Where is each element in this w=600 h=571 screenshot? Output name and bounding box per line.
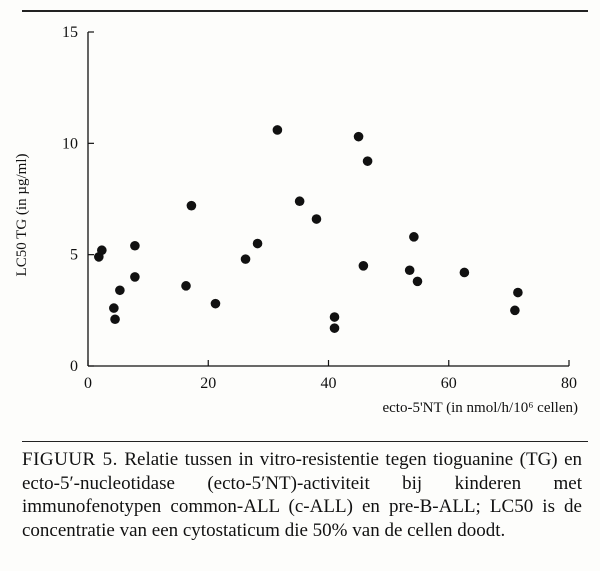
data-point [240,254,251,264]
ticks: 0 5 10 15 0 20 40 60 80 [62,24,577,392]
data-point [329,312,340,322]
data-point [459,267,470,278]
caption-prefix: FIGUUR 5. [22,449,118,470]
data-point [412,276,423,287]
points [94,125,523,333]
y-tick-label: 0 [70,358,78,375]
data-point [210,298,221,309]
caption-rule [22,441,588,443]
y-tick-label: 15 [62,24,78,41]
data-point [130,240,140,251]
data-point [186,200,197,211]
x-tick-label: 20 [200,375,216,392]
x-axis-label: ecto-5'NT (in nmol/h/10⁶ cellen) [382,400,578,416]
y-axis-label: LC50 TG (in µg/ml) [14,154,30,277]
data-point [181,281,191,291]
y-tick-label: 10 [62,135,78,152]
data-point [513,287,523,298]
x-tick-label: 80 [561,375,577,392]
data-point [110,314,120,325]
x-tick-label: 40 [321,375,337,392]
data-point [294,196,305,207]
data-point [510,305,520,316]
axes [87,32,569,367]
data-point [409,232,419,242]
top-rule [22,10,588,12]
data-point [97,245,107,256]
data-point [353,131,364,142]
x-tick-label: 0 [84,375,92,392]
data-point [311,214,322,224]
data-point [109,303,119,313]
data-point [329,323,340,333]
scatter-chart: 0 5 10 15 0 20 40 60 80 LC50 TG (in µg/ml) ecto-… [14,24,578,416]
caption-text: Relatie tussen in vitro-resistentie tege… [22,449,582,541]
figure-caption: FIGUUR 5. Relatie tussen in vitro-resist… [22,448,582,542]
data-point [252,238,263,249]
data-point [358,261,369,271]
data-point [404,265,415,276]
data-point [362,156,373,166]
y-tick-label: 5 [70,247,78,264]
data-point [115,285,125,296]
x-tick-label: 60 [441,375,457,392]
data-point [130,272,140,282]
data-point [272,125,283,135]
